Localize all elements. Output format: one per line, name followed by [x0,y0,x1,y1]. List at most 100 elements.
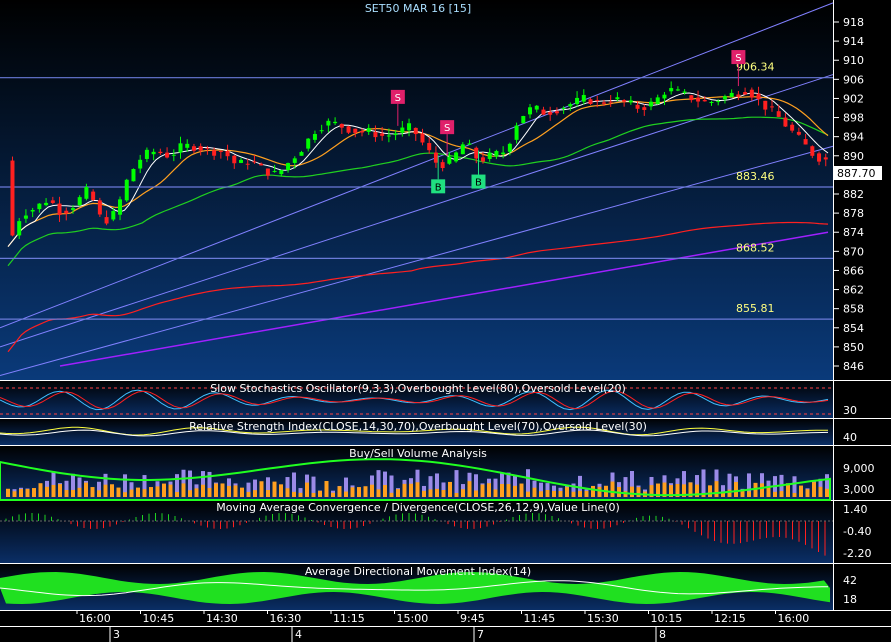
volume-bar-sell [71,489,75,497]
volume-bar-sell [565,487,569,497]
volume-bar-sell [25,489,30,497]
candle-body [541,109,546,115]
price-tick-label: 894 [843,131,864,144]
candle-body [776,111,781,117]
price-tick-label: 874 [843,226,864,239]
volume-bar-total [266,477,270,497]
candle-body [460,144,465,155]
candle-body [252,161,257,163]
candle-body [622,100,627,102]
time-label: 15:00 [397,612,429,625]
volume-bar-sell [279,484,283,497]
level-label: 868.52 [736,241,775,254]
candle-body [662,94,667,99]
buy-signal[interactable]: B [471,150,486,189]
candle-body [23,215,28,219]
candle-body [151,151,156,155]
volume-bar-sell [753,482,758,497]
candle-body [823,157,828,160]
candle-body [655,97,660,105]
candle-body [420,133,425,143]
candle-body [696,97,701,102]
volume-bar-sell [597,486,602,497]
candle-body [279,170,284,175]
volume-bar-sell [656,483,660,497]
sub-tick-label: 18 [843,593,857,606]
volume-bar-sell [545,489,550,497]
volume-bar-sell [376,489,381,497]
sell-signal-box [440,120,455,135]
volume-bar-total [376,470,381,497]
candle-body [817,153,822,162]
volume-bar-sell [305,482,309,497]
volume-bar-sell [370,484,374,497]
volume-bar-sell [578,490,582,497]
sell-signal[interactable]: S [731,50,746,87]
rsi-line [0,426,828,436]
candle-body [91,191,96,200]
candle-body [480,157,485,162]
candle-body [501,152,506,155]
candle-body [669,88,674,92]
volume-bar-sell [506,484,511,497]
candle-body [158,151,163,154]
volume-bar-sell [110,484,114,497]
volume-bar-sell [714,481,719,497]
candle-body [10,160,15,236]
volume-bar-sell [162,483,166,497]
candle-body [689,95,694,101]
day-axis-labels: 3 4 7 8 [109,626,666,642]
volume-bar-sell [142,489,147,497]
volume-bar-total [441,482,446,497]
candle-body [729,92,734,97]
sell-signal[interactable]: S [440,120,455,157]
candle-body [339,123,344,128]
candle-body [118,199,123,215]
volume-bar-sell [467,481,472,497]
volume-bar-sell [58,484,62,497]
candle-body [380,133,385,136]
buy-signal[interactable]: B [431,155,446,194]
candle-body [810,146,815,156]
volume-bar-sell [45,486,49,497]
volume-bar-total [578,475,582,497]
candle-body [595,100,600,102]
candle-body [601,102,606,104]
volume-bar-sell [721,492,725,497]
sub-tick-label: 40 [843,431,857,444]
price-tick-label: 854 [843,322,864,335]
sell-signal-box [731,50,746,65]
volume-bar-total [428,476,433,497]
volume-bar-total [792,476,797,497]
time-label: 12:15 [714,612,746,625]
volume-bar-sell [103,484,108,497]
sell-signal[interactable]: S [390,89,405,126]
volume-bar-sell [786,483,790,497]
volume-bar-sell [500,483,504,497]
volume-bar-sell [825,488,829,497]
day-label: 8 [659,628,666,641]
volume-bar-sell [175,491,179,497]
candle-body [507,143,512,152]
candle-body [30,209,35,212]
candle-body [649,101,654,107]
candle-body [144,149,149,159]
day-label: 3 [113,628,120,641]
candle-body [77,197,82,206]
volume-bar-sell [77,487,82,497]
sub-panel-ticks: 30 40 9,000 3,000 1.40 -0.40 -2.20 42 18 [843,404,875,606]
volume-bar-total [474,474,478,497]
volume-bar-sell [84,482,88,497]
volume-bar-sell [324,481,329,497]
volume-bar-sell [779,491,784,497]
candle-body [568,104,573,107]
sub-tick-label: 30 [843,404,857,417]
trade-signals[interactable]: S S S B B [390,50,746,194]
sell-signal-box [390,89,405,104]
price-tick-label: 882 [843,188,864,201]
volume-bar-sell [695,484,699,497]
candle-body [548,111,553,115]
sell-signal-label: S [444,123,450,134]
candle-body [400,127,405,133]
candle-body [299,152,304,156]
